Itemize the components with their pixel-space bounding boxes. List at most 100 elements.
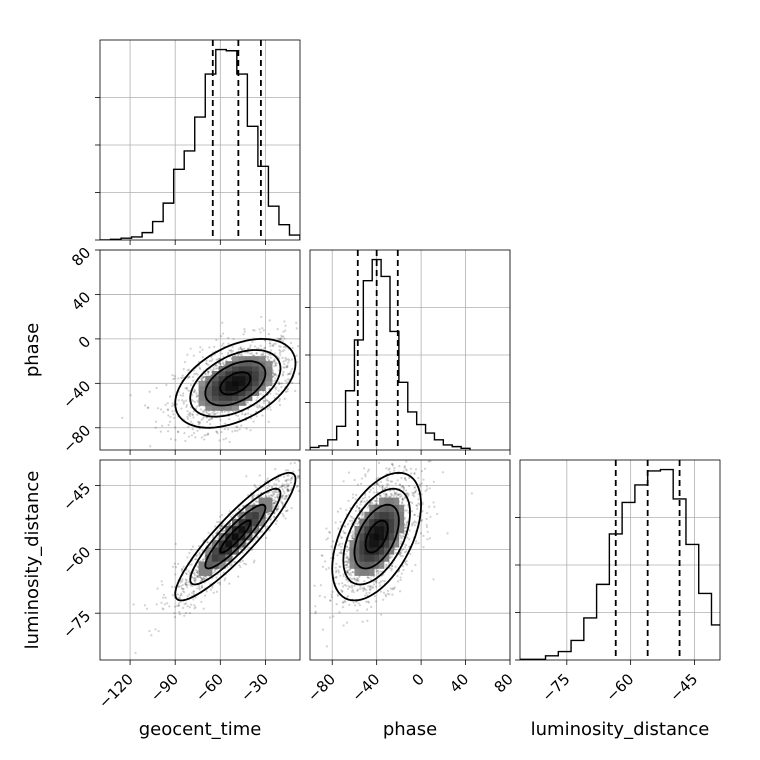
panel-luminosity_distance-luminosity_distance-frame [519, 459, 721, 661]
sample-point [345, 584, 348, 587]
sample-point [388, 561, 391, 565]
sample-point [346, 587, 350, 591]
sample-point [286, 489, 290, 492]
x-tick-label: −80 [304, 670, 339, 705]
density-cell [374, 525, 380, 534]
sample-point [247, 546, 250, 549]
sample-point [401, 498, 404, 502]
sample-point [186, 417, 189, 420]
sample-point [185, 403, 188, 407]
sample-point [289, 479, 292, 482]
sample-point [394, 482, 397, 485]
sample-point [417, 498, 420, 501]
sample-point [391, 588, 394, 591]
sample-point [348, 573, 351, 576]
sample-point [378, 581, 381, 585]
sample-point [163, 603, 166, 606]
sample-point [312, 470, 314, 472]
histogram-bar [258, 166, 269, 240]
sample-point [247, 493, 250, 497]
sample-point [284, 329, 287, 332]
sample-point [185, 579, 188, 582]
sample-point [290, 358, 294, 361]
sample-point [405, 563, 409, 566]
sample-point [365, 600, 368, 603]
sample-point [317, 361, 319, 363]
sample-point [239, 560, 242, 564]
sample-point [278, 337, 281, 341]
sample-point [172, 403, 175, 407]
sample-point [251, 354, 254, 357]
sample-point [357, 602, 360, 605]
sample-point [342, 624, 345, 627]
sample-point [174, 438, 177, 442]
sample-point [401, 554, 404, 558]
sample-point [214, 413, 217, 416]
sample-point [388, 470, 392, 474]
sample-point [272, 505, 275, 509]
sample-point [373, 595, 377, 598]
density-cell [218, 375, 226, 382]
sample-point [272, 493, 276, 496]
sample-point [408, 484, 411, 488]
sample-point [415, 504, 418, 507]
sample-point [184, 611, 188, 615]
sample-point [345, 556, 348, 560]
sample-point [194, 558, 197, 561]
density-cell [354, 568, 360, 576]
density-cell [389, 533, 395, 541]
sample-point [296, 361, 299, 364]
sample-point [205, 362, 208, 365]
sample-point [219, 419, 222, 422]
density-cell [205, 547, 213, 555]
sample-point [270, 494, 273, 497]
sample-point [282, 494, 285, 497]
sample-point [403, 516, 406, 519]
sample-point [314, 610, 317, 613]
sample-point [361, 511, 364, 514]
sample-point [273, 358, 276, 361]
density-cell [379, 561, 385, 569]
sample-point [259, 331, 262, 334]
density-cell [252, 504, 260, 513]
sample-point [425, 525, 429, 529]
sample-point [227, 410, 230, 413]
sample-point [357, 507, 361, 510]
sample-point [393, 469, 396, 472]
sample-point [420, 482, 423, 485]
sample-point [325, 568, 328, 571]
sample-point [273, 496, 277, 499]
sample-point [398, 493, 401, 496]
sample-point [173, 615, 177, 619]
sample-point [148, 629, 151, 633]
sample-point [387, 483, 390, 486]
sample-point [220, 524, 223, 528]
sample-point [187, 425, 190, 428]
sample-point [166, 408, 170, 411]
sample-point [269, 342, 272, 345]
histogram-bar [699, 593, 712, 660]
sample-point [428, 440, 430, 442]
histogram-bar [247, 126, 258, 240]
density-cell [198, 385, 206, 392]
sample-point [192, 400, 195, 403]
sample-point [160, 601, 163, 604]
sample-point [395, 493, 398, 496]
sample-point [261, 406, 264, 409]
sample-point [172, 378, 175, 381]
sample-point [363, 594, 367, 597]
sample-point [348, 519, 352, 522]
sample-point [362, 586, 365, 589]
sample-point [177, 584, 180, 587]
sample-point [403, 551, 407, 554]
sample-point [181, 587, 185, 590]
density-cell [231, 356, 239, 362]
sample-point [267, 355, 270, 359]
sample-point [273, 373, 276, 376]
sample-point [267, 333, 270, 336]
sample-point [388, 467, 391, 470]
sample-point [179, 581, 183, 584]
sample-point [174, 573, 177, 576]
sample-point [252, 420, 255, 423]
sample-point [211, 534, 215, 537]
